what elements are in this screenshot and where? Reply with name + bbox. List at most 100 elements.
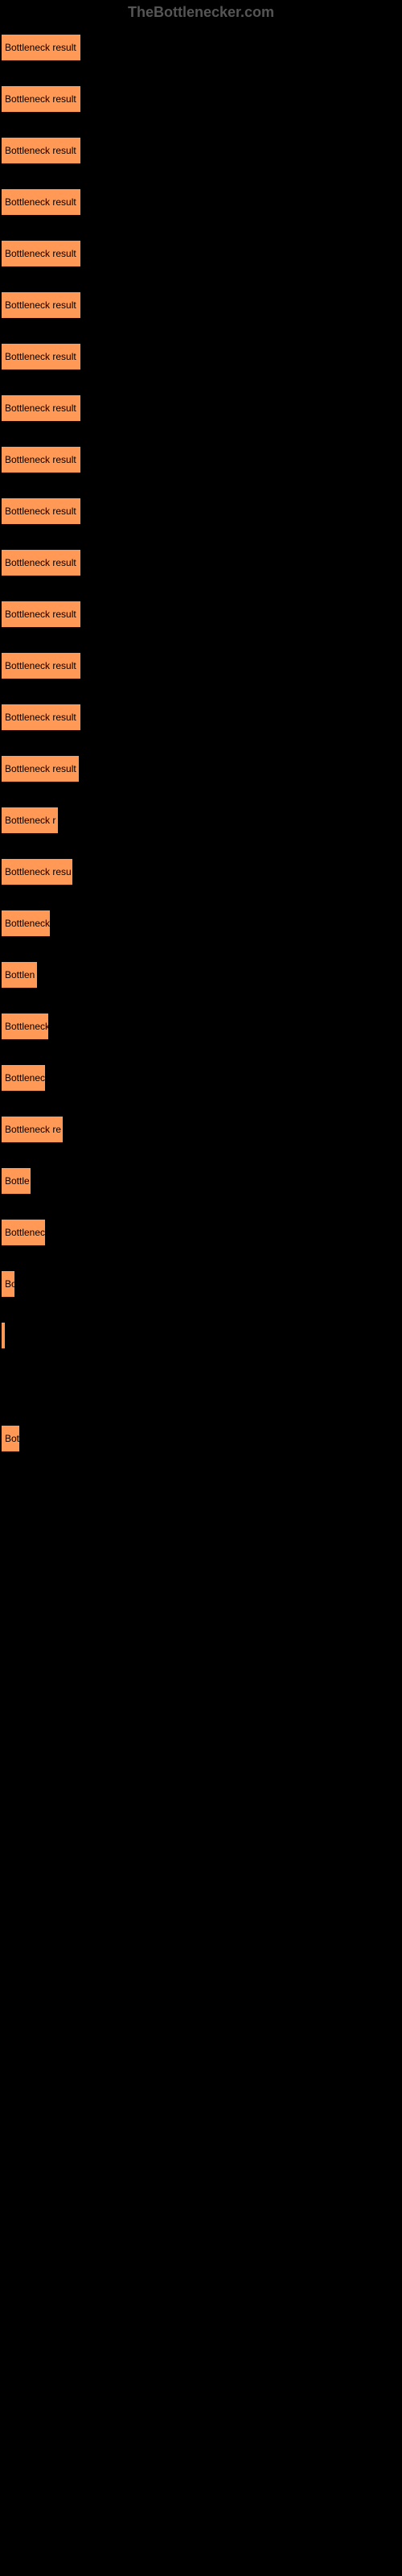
bar-label: Bottleneck result [5, 402, 76, 414]
bar-label: Bottleneck result [5, 557, 76, 568]
bar-label: Bottleneck result [5, 196, 76, 208]
bar-label: Bottleneck result [5, 145, 76, 156]
bar-row [0, 1373, 402, 1402]
bar: Bottlen [0, 960, 39, 989]
bar-row: Bot [0, 1424, 402, 1453]
bar-label: Bottleneck result [5, 712, 76, 723]
bar: Bottleneck [0, 909, 51, 938]
bar: Bottleneck result [0, 703, 82, 732]
bar: Bottleneck result [0, 394, 82, 423]
bar-row [0, 1527, 402, 1556]
bar-row: Bottlen [0, 960, 402, 989]
bar-row: Bottleneck r [0, 806, 402, 835]
bar-row: Bo [0, 1269, 402, 1298]
bar-label: Bottleneck result [5, 299, 76, 311]
bar: Bottleneck result [0, 188, 82, 217]
bar-row [0, 2094, 402, 2123]
bar-label: Bottleneck result [5, 609, 76, 620]
bar-row: Bottleneck result [0, 85, 402, 114]
bar-row [0, 2403, 402, 2432]
bar-row: Bottleneck re [0, 1115, 402, 1144]
bar: Bottleneck result [0, 33, 82, 62]
bar-row: Bottleneck result [0, 703, 402, 732]
bar-label: Bottlenec [5, 1227, 45, 1238]
bar-row: Bottlenec [0, 1063, 402, 1092]
bar: Bot [0, 1424, 21, 1453]
bar-row [0, 2248, 402, 2277]
bar-row [0, 1476, 402, 1505]
bar-label: Bottlenec [5, 1072, 45, 1084]
bar-label: Bottleneck result [5, 660, 76, 671]
bar-label: Bottleneck result [5, 93, 76, 105]
bar-label: Bottleneck resu [5, 866, 72, 877]
bar-label: Bottleneck [5, 918, 50, 929]
bar-label: Bottleneck re [5, 1124, 61, 1135]
bar: Bottleneck result [0, 600, 82, 629]
bar-label: Bottle [5, 1175, 30, 1187]
bar: Bottlenec [0, 1063, 47, 1092]
bar-row: Bottleneck result [0, 291, 402, 320]
bar: Bottle [0, 1166, 32, 1195]
bar-row [0, 1888, 402, 1917]
bar-label: Bot [5, 1433, 19, 1444]
bar-row [0, 2145, 402, 2174]
bar: Bottleneck r [0, 806, 59, 835]
bar-row: Bottleneck result [0, 239, 402, 268]
bar-label: Bottlen [5, 969, 35, 980]
bar: Bo [0, 1269, 16, 1298]
header-text: TheBottlenecker.com [128, 4, 274, 20]
bar: Bottleneck result [0, 445, 82, 474]
bar-row [0, 2042, 402, 2071]
bar-row [0, 1682, 402, 1711]
bar: Bottleneck result [0, 342, 82, 371]
bar-row: Bottleneck result [0, 342, 402, 371]
page-header: TheBottlenecker.com [0, 0, 402, 25]
bar-row: Bottlenec [0, 1218, 402, 1247]
bar-label: Bottleneck result [5, 42, 76, 53]
bar-row [0, 1733, 402, 1762]
bar: Bottleneck result [0, 497, 82, 526]
bar-row: Bottleneck result [0, 136, 402, 165]
bar-row: Bottleneck [0, 909, 402, 938]
bar: Bottleneck result [0, 754, 80, 783]
bar-label: Bottleneck result [5, 248, 76, 259]
bar: Bottleneck result [0, 291, 82, 320]
bar-row: Bottleneck result [0, 754, 402, 783]
bar-row: Bottleneck result [0, 497, 402, 526]
bar: Bottleneck [0, 1012, 50, 1041]
bar-row: Bottleneck result [0, 445, 402, 474]
bar-row [0, 1785, 402, 1814]
bar-label: Bottleneck result [5, 351, 76, 362]
bar: Bottleneck result [0, 651, 82, 680]
bar-row: Bottleneck result [0, 33, 402, 62]
bar-row: Bottleneck result [0, 651, 402, 680]
bar-row: Bottleneck result [0, 188, 402, 217]
bar-chart: Bottleneck result Bottleneck result Bottle… [0, 25, 402, 2514]
bar-label: Bottleneck result [5, 763, 76, 774]
bar-row [0, 1579, 402, 1608]
bar: Bottleneck result [0, 85, 82, 114]
bar-label: Bottleneck result [5, 454, 76, 465]
bar-row [0, 1836, 402, 1865]
bar-row [0, 2197, 402, 2226]
bar-row [0, 2351, 402, 2380]
bar-label: Bo [5, 1278, 16, 1290]
bar: Bottlenec [0, 1218, 47, 1247]
bar: Bottleneck result [0, 136, 82, 165]
bar-label: Bottleneck result [5, 506, 76, 517]
bar-row: Bottleneck [0, 1012, 402, 1041]
bar-label: Bottleneck r [5, 815, 55, 826]
bar-row: Bottle [0, 1166, 402, 1195]
bar: Bottleneck result [0, 239, 82, 268]
bar-row: Bottleneck result [0, 548, 402, 577]
bar-row: Bottleneck result [0, 394, 402, 423]
bar-row: Bottleneck resu [0, 857, 402, 886]
bar-row [0, 1991, 402, 2020]
bar-row [0, 2454, 402, 2483]
bar [0, 1321, 6, 1350]
bar: Bottleneck result [0, 548, 82, 577]
bar: Bottleneck resu [0, 857, 74, 886]
bar-row [0, 2300, 402, 2329]
bar-row [0, 1630, 402, 1659]
bar-row [0, 1321, 402, 1350]
